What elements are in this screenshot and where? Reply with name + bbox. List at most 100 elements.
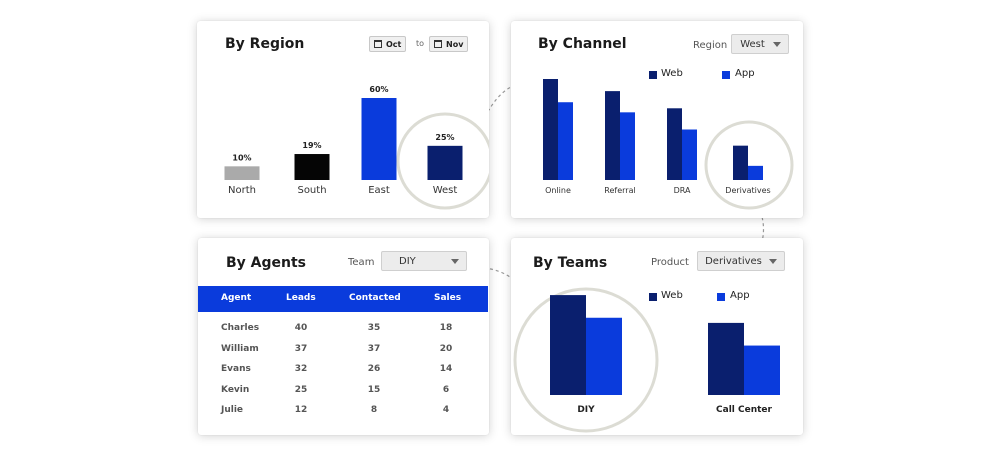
- bar-south: [294, 154, 330, 180]
- tick-label-west: West: [433, 185, 458, 196]
- tick-label-north: North: [228, 185, 256, 196]
- bar-web-online: [543, 79, 558, 180]
- cell-agent: Julie: [221, 405, 244, 415]
- bar-app-referral: [620, 112, 635, 180]
- tick-label-dra: DRA: [674, 186, 691, 195]
- column-header-sales: Sales: [434, 293, 462, 303]
- agents-card: By Agents Team DIY Agent Leads Contacted…: [198, 238, 489, 435]
- agents-title: By Agents: [226, 255, 307, 271]
- channel-bar-chart: Online Referral DRA Derivatives: [543, 79, 794, 210]
- data-label-north: 10%: [232, 153, 251, 162]
- region-select-value: West: [740, 38, 765, 50]
- product-select-value: Derivatives: [705, 255, 762, 267]
- column-header-contacted: Contacted: [349, 293, 401, 303]
- cell-leads: 32: [294, 364, 308, 374]
- bar-app-online: [558, 102, 573, 180]
- column-header-agent: Agent: [221, 293, 252, 303]
- bar-app-dra: [682, 129, 697, 180]
- channel-title: By Channel: [538, 36, 627, 52]
- table-row: Evans 32 26 14: [198, 364, 488, 380]
- cell-agent: Kevin: [221, 384, 250, 395]
- data-label-west: 25%: [435, 133, 454, 142]
- bar-app-call-center: [744, 345, 780, 395]
- table-row: Julie 12 8 4: [198, 405, 488, 421]
- channel-card: By Channel Region West Web App Online Ref…: [511, 21, 803, 218]
- cell-contacted: 37: [367, 343, 381, 354]
- cell-agent: Charles: [221, 323, 260, 333]
- highlight-lens: [704, 120, 794, 210]
- bar-web-call-center: [708, 322, 744, 395]
- tick-label-south: South: [297, 185, 326, 196]
- cell-sales: 14: [439, 364, 453, 374]
- region-card: By Region Oct to Nov 10% North 19% South 60%…: [197, 21, 489, 218]
- legend-web-swatch: [649, 71, 657, 79]
- chevron-down-icon: [451, 258, 459, 264]
- cell-sales: 6: [442, 384, 450, 395]
- table-row: Charles 40 35 18: [198, 323, 488, 339]
- bar-web-derivatives: [733, 145, 748, 180]
- team-select-value: DIY: [399, 255, 416, 267]
- bar-app-diy: [586, 317, 622, 395]
- chevron-down-icon: [769, 258, 777, 264]
- bar-app-derivatives: [748, 165, 763, 180]
- legend-web-label: Web: [661, 68, 683, 79]
- column-header-leads: Leads: [286, 293, 316, 303]
- tick-label-derivatives: Derivatives: [725, 186, 770, 195]
- teams-bar-chart: DIY Call Center: [513, 287, 780, 433]
- table-row: Kevin 25 15 6: [198, 385, 488, 401]
- cell-agent: Evans: [221, 364, 251, 374]
- region-title: By Region: [225, 36, 305, 52]
- tick-label-online: Online: [545, 186, 571, 195]
- product-filter-label: Product: [651, 257, 689, 268]
- chevron-down-icon: [773, 41, 781, 47]
- legend-app-swatch: [717, 293, 725, 301]
- legend-web-label: Web: [661, 290, 683, 301]
- team-select[interactable]: DIY: [381, 251, 467, 271]
- data-label-east: 60%: [369, 85, 388, 94]
- cell-sales: 20: [439, 343, 453, 354]
- bar-web-dra: [667, 108, 682, 180]
- date-from-picker[interactable]: Oct: [369, 36, 407, 52]
- cell-leads: 25: [294, 384, 308, 395]
- team-filter-label: Team: [348, 257, 375, 268]
- cell-leads: 37: [294, 343, 308, 354]
- legend-app-swatch: [722, 71, 730, 79]
- tick-label-call-center: Call Center: [716, 405, 773, 415]
- agents-table-header: Agent Leads Contacted Sales: [198, 286, 488, 312]
- legend-web-swatch: [649, 293, 657, 301]
- cell-contacted: 15: [367, 384, 381, 395]
- cell-contacted: 26: [367, 364, 381, 374]
- cell-contacted: 8: [370, 405, 378, 415]
- legend-app-label: App: [735, 68, 755, 79]
- tick-label-east: East: [368, 185, 390, 196]
- date-to-picker[interactable]: Nov: [429, 36, 469, 52]
- date-to-value: Nov: [446, 39, 464, 49]
- tick-label-diy: DIY: [577, 405, 595, 415]
- region-select[interactable]: West: [731, 34, 789, 54]
- tick-label-referral: Referral: [604, 186, 635, 195]
- cell-leads: 12: [294, 405, 308, 415]
- legend-app-label: App: [730, 290, 750, 301]
- cell-leads: 40: [294, 323, 308, 333]
- product-select[interactable]: Derivatives: [697, 251, 785, 271]
- teams-card: By Teams Product Derivatives Web App DIY…: [511, 238, 803, 435]
- bar-web-referral: [605, 91, 620, 180]
- table-row: William 37 37 20: [198, 344, 488, 360]
- region-bar-chart: 10% North 19% South 60% East 25% West: [224, 85, 489, 210]
- bar-west: [427, 145, 463, 180]
- calendar-icon: [434, 40, 442, 48]
- teams-title: By Teams: [533, 255, 608, 271]
- cell-sales: 4: [442, 405, 450, 415]
- bar-east: [361, 98, 397, 180]
- cell-sales: 18: [439, 323, 453, 333]
- date-from-value: Oct: [386, 39, 402, 49]
- bar-north: [224, 166, 260, 180]
- calendar-icon: [374, 40, 382, 48]
- data-label-south: 19%: [302, 141, 321, 150]
- date-to-label: to: [416, 39, 425, 48]
- channel-filter-label: Region: [693, 40, 728, 51]
- bar-web-diy: [550, 295, 586, 395]
- cell-contacted: 35: [367, 323, 381, 333]
